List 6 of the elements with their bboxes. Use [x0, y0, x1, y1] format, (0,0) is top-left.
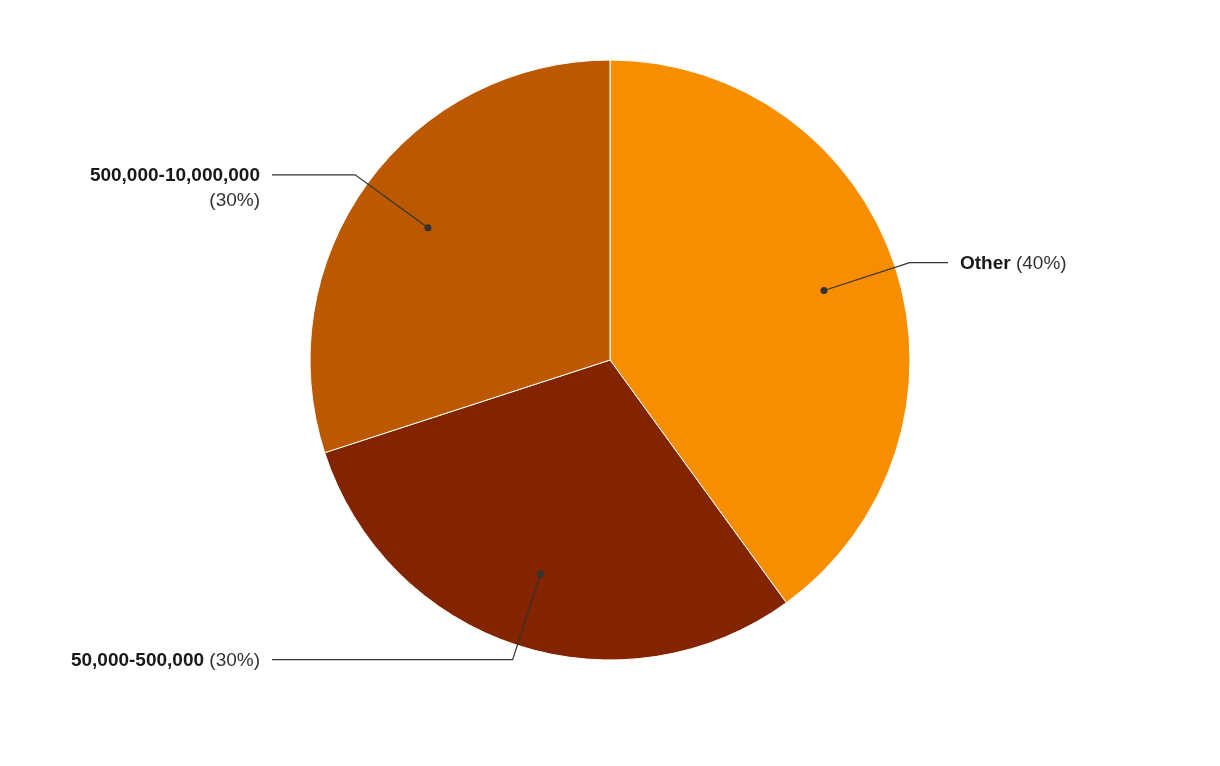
slice-label: 50,000-500,000	[70, 648, 205, 670]
slice-label: 500,000-10,000,000	[89, 163, 260, 185]
data-label: (30%)	[209, 188, 260, 210]
slice-label: Other	[960, 251, 1012, 273]
data-label: (40%)	[1010, 251, 1067, 273]
data-label: (30%)	[204, 648, 260, 670]
